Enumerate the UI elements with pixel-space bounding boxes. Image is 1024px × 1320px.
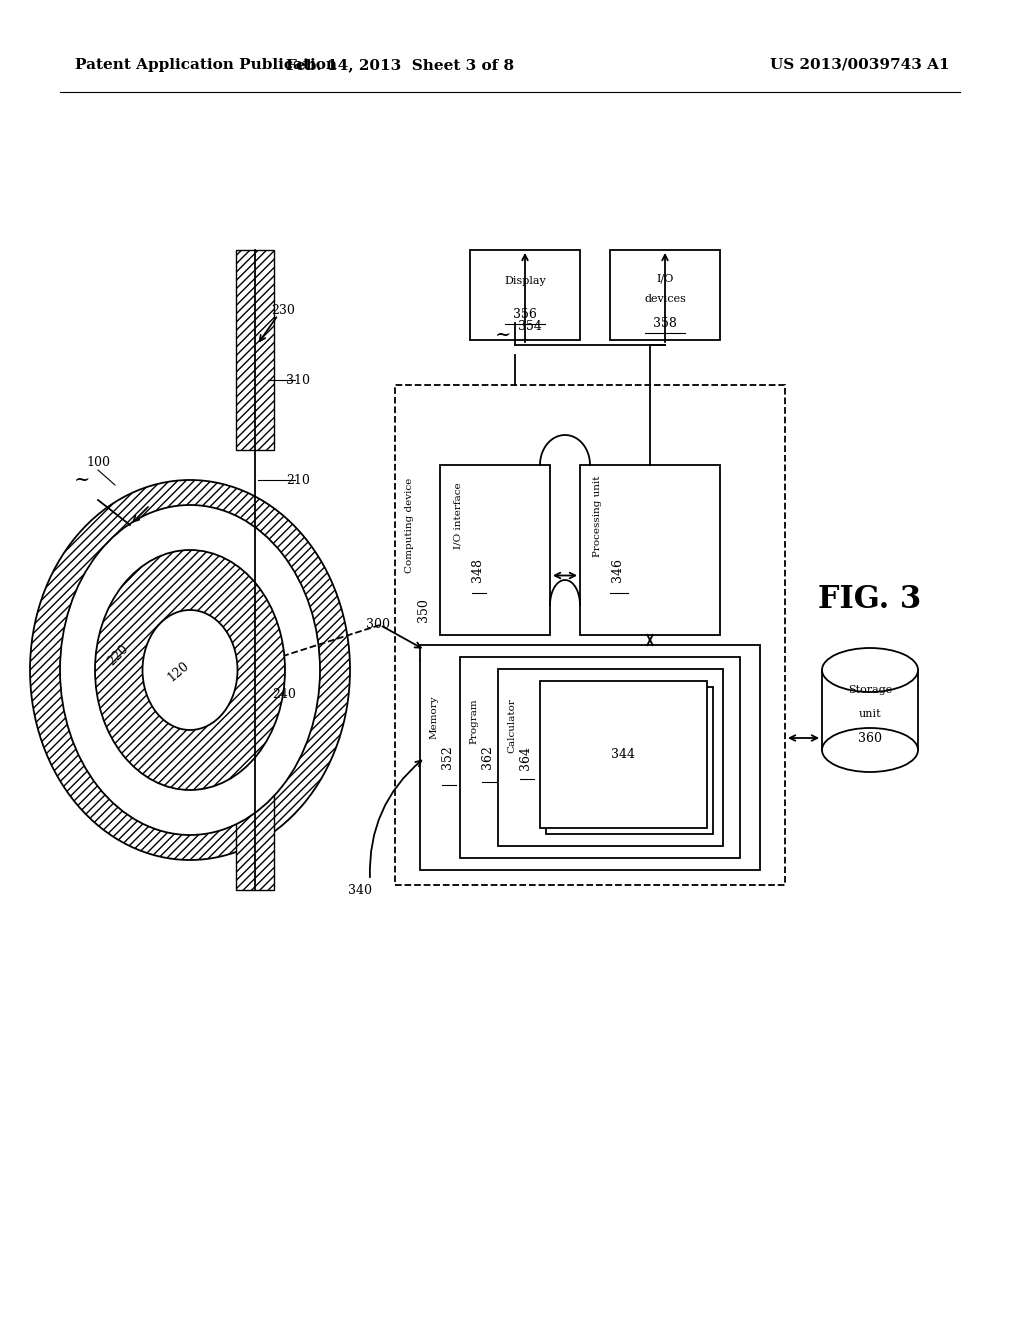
Text: 230: 230	[271, 304, 295, 317]
Text: I/O interface: I/O interface	[454, 483, 463, 549]
Ellipse shape	[60, 506, 319, 836]
Bar	[420, 645, 760, 870]
Text: 220: 220	[105, 642, 131, 668]
Bar	[236, 249, 274, 450]
Text: 362: 362	[481, 746, 495, 770]
Bar	[236, 690, 274, 890]
Text: 350: 350	[417, 598, 429, 622]
Text: 346: 346	[611, 558, 625, 582]
Text: 344: 344	[611, 748, 635, 762]
Bar	[498, 669, 723, 846]
Text: Storage: Storage	[848, 685, 892, 696]
Text: Program: Program	[469, 698, 478, 744]
Bar	[470, 249, 580, 341]
Text: unit: unit	[859, 709, 882, 719]
Bar	[546, 686, 713, 834]
Text: 348: 348	[471, 558, 484, 582]
Text: US 2013/0039743 A1: US 2013/0039743 A1	[770, 58, 950, 73]
Text: 358: 358	[653, 317, 677, 330]
Text: 352: 352	[441, 746, 455, 770]
Text: 360: 360	[858, 731, 882, 744]
Text: FIG. 3: FIG. 3	[818, 585, 922, 615]
Text: 364: 364	[519, 746, 532, 770]
Text: Memory: Memory	[429, 696, 438, 739]
Bar	[540, 681, 707, 828]
Bar	[822, 671, 918, 750]
Text: Patent Application Publication: Patent Application Publication	[75, 58, 337, 73]
Text: 354: 354	[518, 321, 542, 334]
Text: Display: Display	[504, 276, 546, 286]
Text: Calculator: Calculator	[508, 698, 516, 754]
Text: Feb. 14, 2013  Sheet 3 of 8: Feb. 14, 2013 Sheet 3 of 8	[286, 58, 514, 73]
Text: 240: 240	[272, 689, 296, 701]
Ellipse shape	[822, 648, 918, 692]
Bar	[580, 465, 720, 635]
Text: 100: 100	[86, 455, 110, 469]
Ellipse shape	[142, 610, 238, 730]
Bar	[395, 385, 785, 884]
Bar	[610, 249, 720, 341]
Ellipse shape	[95, 550, 285, 789]
Text: 340: 340	[348, 883, 372, 896]
Bar	[440, 465, 550, 635]
Ellipse shape	[822, 729, 918, 772]
Text: 300: 300	[366, 619, 390, 631]
Text: 356: 356	[513, 309, 537, 321]
Text: ~: ~	[495, 326, 511, 345]
Text: Computing device: Computing device	[404, 478, 414, 573]
Text: 120: 120	[165, 660, 191, 685]
Text: ~: ~	[74, 471, 90, 488]
Text: devices: devices	[644, 294, 686, 305]
Text: 310: 310	[286, 374, 310, 387]
Text: 210: 210	[286, 474, 310, 487]
Text: Processing unit: Processing unit	[594, 475, 602, 557]
Bar	[460, 657, 740, 858]
Text: I/O: I/O	[656, 273, 674, 284]
Ellipse shape	[30, 480, 350, 861]
